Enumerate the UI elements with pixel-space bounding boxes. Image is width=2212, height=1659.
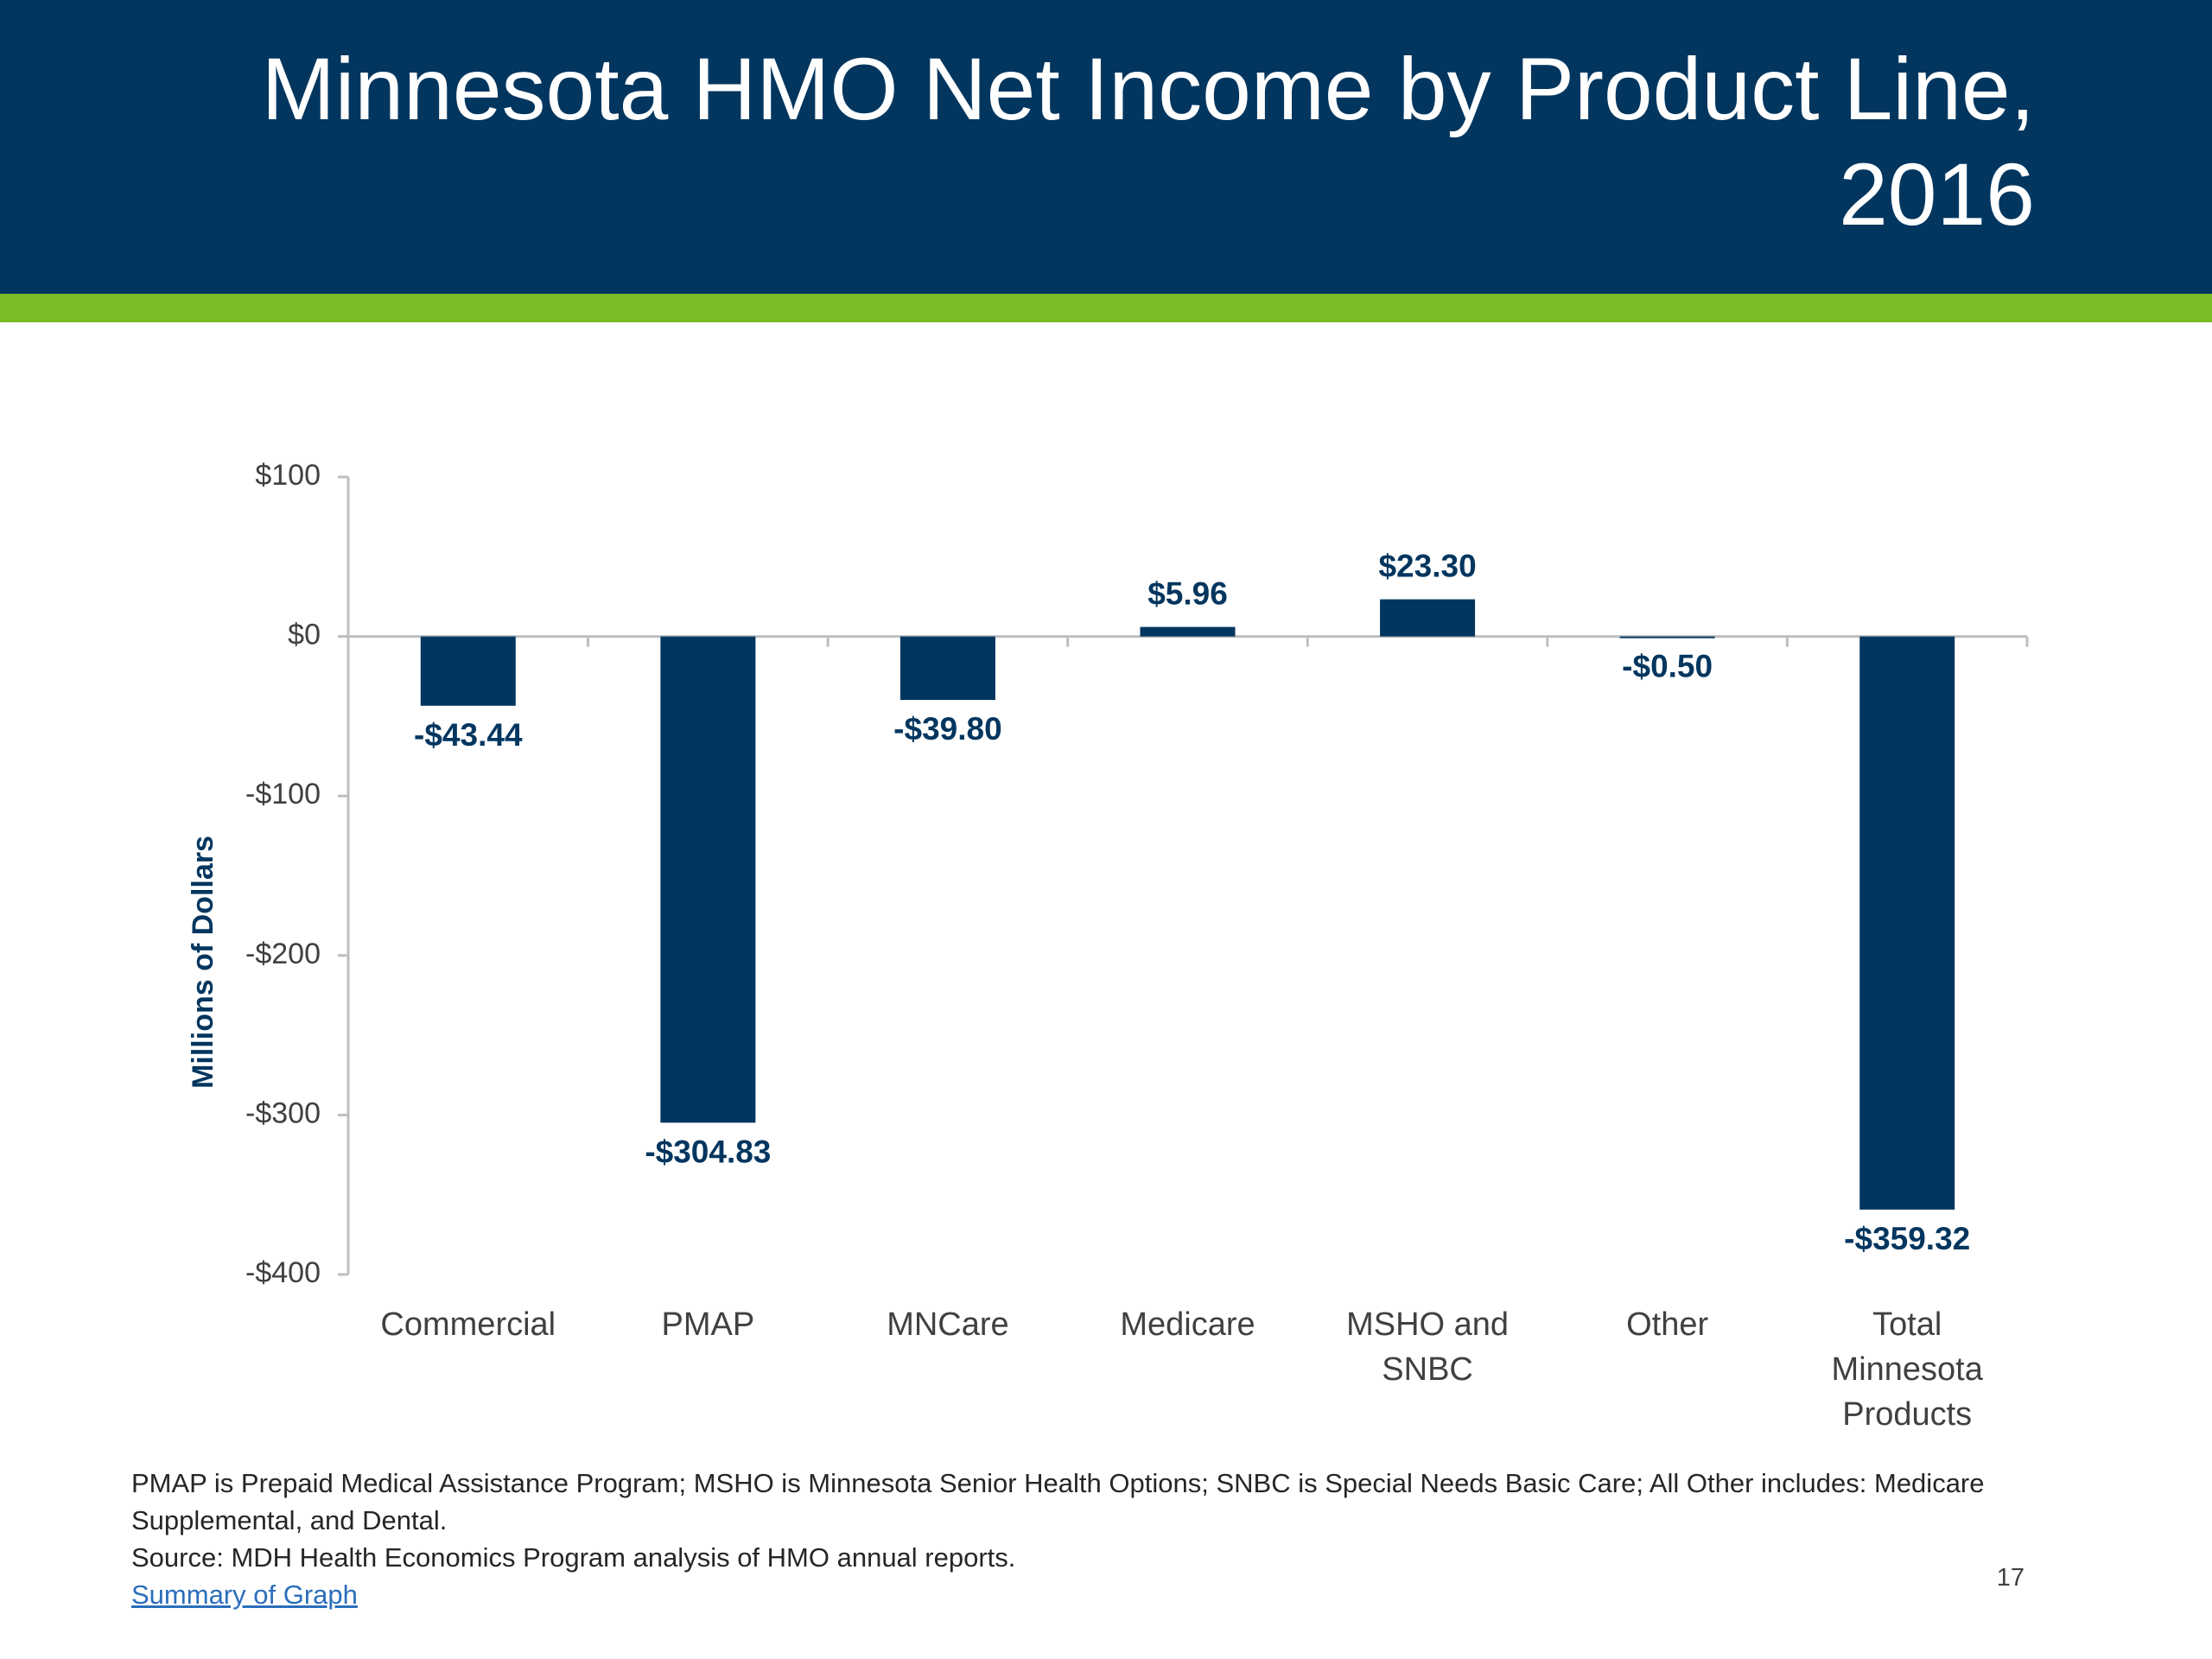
category-label: Commercial [380,1306,556,1343]
bar [1140,626,1236,637]
footnotes: PMAP is Prepaid Medical Assistance Progr… [131,1465,1989,1613]
category-label: Total [1872,1306,1942,1343]
category-label: Products [1842,1396,1972,1433]
slide-title: Minnesota HMO Net Income by Product Line… [261,40,2035,244]
bar [1859,636,1955,1210]
accent-bar [0,294,2212,322]
category-label: MSHO and [1346,1306,1509,1343]
y-tick-label: -$200 [245,938,321,970]
footnote-definitions: PMAP is Prepaid Medical Assistance Progr… [131,1468,1985,1535]
y-tick-label: -$100 [245,778,321,810]
y-tick-label: $0 [288,619,321,652]
data-label: $5.96 [1147,576,1228,612]
bar [660,636,756,1123]
bar [1380,599,1476,637]
category-label: Minnesota [1832,1351,1984,1388]
category-label: MNCare [887,1306,1008,1343]
data-label: -$43.44 [414,717,523,753]
category-label: Medicare [1120,1306,1255,1343]
source-note: Source: MDH Health Economics Program ana… [131,1542,1016,1573]
data-label: -$359.32 [1844,1221,1970,1256]
y-tick-label: $100 [255,459,321,492]
y-tick-label: -$300 [245,1096,321,1129]
category-label: Other [1626,1306,1708,1343]
data-label: -$39.80 [893,711,1002,747]
bar [420,636,516,706]
bar [899,636,995,701]
data-label: -$0.50 [1622,649,1713,684]
category-label: SNBC [1382,1351,1473,1388]
data-label: $23.30 [1378,549,1476,584]
data-label: -$304.83 [645,1134,771,1169]
bar [1619,636,1715,639]
page-number: 17 [1996,1564,2024,1592]
y-tick-label: -$400 [245,1256,321,1289]
summary-of-graph-link[interactable]: Summary of Graph [131,1580,358,1610]
title-band: Minnesota HMO Net Income by Product Line… [0,0,2212,294]
category-label: PMAP [662,1306,755,1343]
y-axis-title: Millions of Dollars [187,836,219,1089]
